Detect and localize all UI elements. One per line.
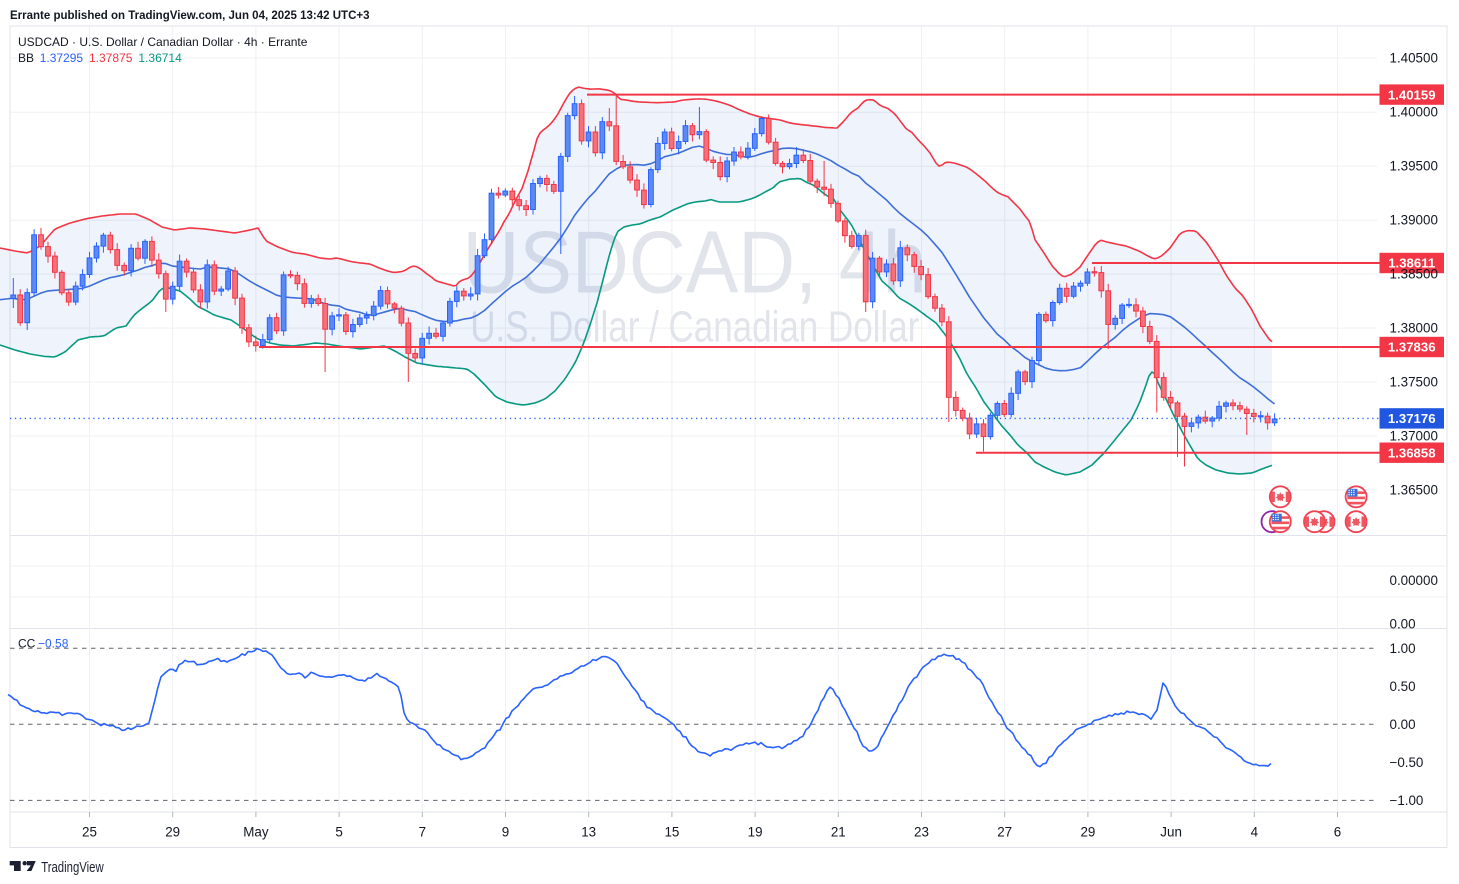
svg-text:15: 15 [664,825,679,840]
svg-text:May: May [243,825,269,840]
svg-text:Errante published on TradingVi: Errante published on TradingView.com, Ju… [10,10,370,22]
svg-text:19: 19 [748,825,763,840]
svg-text:1.40159: 1.40159 [1388,87,1436,102]
svg-text:−1.00: −1.00 [1390,793,1424,808]
svg-text:1.37875: 1.37875 [89,51,133,65]
svg-text:1.38000: 1.38000 [1390,321,1438,336]
svg-text:0.50: 0.50 [1390,679,1416,694]
svg-text:1.37836: 1.37836 [1388,340,1436,355]
svg-text:27: 27 [997,825,1012,840]
svg-text:25: 25 [82,825,97,840]
svg-text:1.36858: 1.36858 [1388,445,1436,460]
svg-text:0.00000: 0.00000 [1390,573,1438,588]
svg-text:5: 5 [335,825,342,840]
svg-text:29: 29 [165,825,180,840]
svg-text:29: 29 [1080,825,1095,840]
svg-text:1.36714: 1.36714 [138,51,182,65]
svg-text:6: 6 [1334,825,1341,840]
svg-text:4: 4 [1251,825,1259,840]
svg-text:23: 23 [914,825,929,840]
svg-text:9: 9 [502,825,509,840]
svg-text:TradingView: TradingView [41,859,104,876]
svg-text:1.36500: 1.36500 [1390,482,1438,497]
svg-text:21: 21 [831,825,846,840]
svg-text:1.39000: 1.39000 [1390,213,1438,228]
svg-text:Jun: Jun [1160,825,1182,840]
svg-text:U.S. Dollar / Canadian Dollar: U.S. Dollar / Canadian Dollar [470,302,919,351]
svg-text:USDCAD · U.S. Dollar / Canadia: USDCAD · U.S. Dollar / Canadian Dollar ·… [18,35,308,49]
svg-text:7: 7 [419,825,426,840]
svg-text:CC: CC [18,637,36,651]
svg-text:1.37000: 1.37000 [1390,429,1438,444]
svg-text:1.38500: 1.38500 [1390,267,1438,282]
svg-text:−0.50: −0.50 [1390,755,1424,770]
svg-text:1.37295: 1.37295 [40,51,84,65]
svg-text:1.00: 1.00 [1390,641,1416,656]
svg-text:0.00: 0.00 [1390,617,1416,632]
svg-text:0.00: 0.00 [1390,717,1416,732]
svg-text:USDCAD, 4h: USDCAD, 4h [463,213,927,312]
svg-text:1.38611: 1.38611 [1388,256,1435,271]
svg-text:1.40500: 1.40500 [1390,51,1438,66]
svg-text:BB: BB [18,51,34,65]
svg-text:1.37176: 1.37176 [1388,411,1436,426]
svg-text:−0.58: −0.58 [38,637,69,651]
svg-text:13: 13 [581,825,596,840]
svg-text:1.40000: 1.40000 [1390,105,1438,120]
svg-text:1.37500: 1.37500 [1390,375,1438,390]
svg-text:1.39500: 1.39500 [1390,159,1438,174]
